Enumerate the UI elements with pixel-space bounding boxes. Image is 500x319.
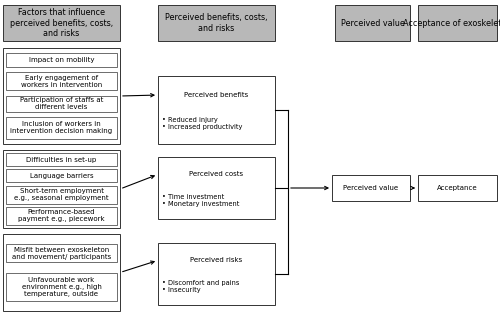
Text: Inclusion of workers in
intervention decision making: Inclusion of workers in intervention dec… <box>10 121 113 134</box>
Bar <box>6 153 117 166</box>
Bar <box>6 207 117 225</box>
Text: Participation of staffs at
different levels: Participation of staffs at different lev… <box>20 97 103 110</box>
Bar <box>6 273 117 301</box>
Text: Perceived benefits, costs,
and risks: Perceived benefits, costs, and risks <box>165 13 268 33</box>
Bar <box>418 175 497 201</box>
Bar <box>332 175 410 201</box>
Bar <box>418 5 497 41</box>
Text: • Time investment
• Monetary investment: • Time investment • Monetary investment <box>162 194 240 207</box>
Text: Perceived benefits: Perceived benefits <box>184 92 248 98</box>
Bar <box>3 5 120 41</box>
Text: Short-term employment
e.g., seasonal employment: Short-term employment e.g., seasonal emp… <box>14 188 109 201</box>
Bar <box>6 244 117 262</box>
Text: Perceived risks: Perceived risks <box>190 257 242 263</box>
Text: Acceptance: Acceptance <box>437 185 478 191</box>
Bar <box>335 5 410 41</box>
Bar <box>158 5 275 41</box>
Bar <box>3 150 120 228</box>
Bar <box>158 243 275 305</box>
Text: Unfavourable work
environment e.g., high
temperature, outside: Unfavourable work environment e.g., high… <box>22 277 102 297</box>
Bar <box>6 117 117 139</box>
Bar <box>158 76 275 144</box>
Text: • Reduced injury
• Increased productivity: • Reduced injury • Increased productivit… <box>162 117 242 130</box>
Bar <box>6 96 117 112</box>
Text: Language barriers: Language barriers <box>30 173 94 179</box>
Text: Perceived value: Perceived value <box>340 19 404 27</box>
Bar <box>158 157 275 219</box>
Bar <box>3 234 120 311</box>
Bar <box>6 53 117 67</box>
Text: Perceived value: Perceived value <box>344 185 398 191</box>
Text: • Discomfort and pains
• Insecurity: • Discomfort and pains • Insecurity <box>162 280 240 293</box>
Text: Factors that influence
perceived benefits, costs,
and risks: Factors that influence perceived benefit… <box>10 8 113 38</box>
Bar <box>6 72 117 90</box>
Text: Misfit between exoskeleton
and movement/ participants: Misfit between exoskeleton and movement/… <box>12 247 111 260</box>
Text: Impact on mobility: Impact on mobility <box>29 57 94 63</box>
Bar <box>3 48 120 144</box>
Bar <box>6 186 117 204</box>
Text: Difficulties in set-up: Difficulties in set-up <box>26 157 96 163</box>
Text: Performance-based
payment e.g., piecework: Performance-based payment e.g., piecewor… <box>18 209 105 222</box>
Text: Perceived costs: Perceived costs <box>190 171 244 177</box>
Text: Early engagement of
workers in intervention: Early engagement of workers in intervent… <box>21 75 102 88</box>
Bar <box>6 169 117 182</box>
Text: Acceptance of exoskeleton: Acceptance of exoskeleton <box>404 19 500 27</box>
